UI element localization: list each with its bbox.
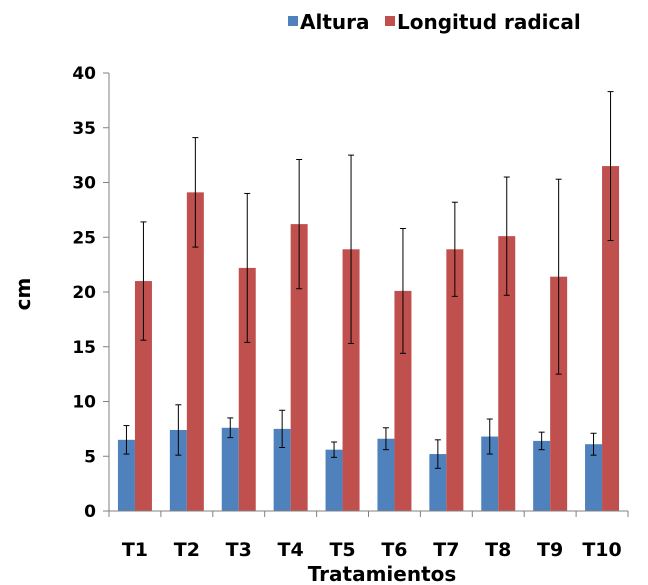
bar-altura: [273, 428, 291, 511]
bar-altura: [585, 444, 603, 511]
bar-altura: [117, 439, 135, 511]
bar-altura: [481, 436, 499, 511]
bar-longitud-radical: [394, 290, 412, 511]
legend: Altura Longitud radical: [288, 10, 581, 34]
y-tick-label: 25: [72, 228, 96, 248]
x-tick-label: T8: [485, 539, 511, 561]
bar-longitud-radical: [550, 276, 568, 511]
x-axis-ticks: T1 T2 T3 T4 T5 T6 T7 T8 T9 T10: [108, 511, 629, 561]
x-tick-label: T10: [582, 539, 621, 561]
legend-label-longitud-radical: Longitud radical: [397, 10, 581, 34]
x-tick-label: T3: [226, 539, 252, 561]
y-tick-label: 10: [72, 393, 96, 413]
legend-swatch-longitud-radical: [385, 16, 395, 26]
bar-longitud-radical: [134, 281, 152, 511]
y-tick-label: 15: [72, 338, 96, 358]
x-tick-label: T7: [433, 539, 459, 561]
y-tick-label: 0: [84, 502, 96, 522]
bar-longitud-radical: [342, 249, 360, 512]
bar-altura: [533, 440, 551, 511]
bar-altura: [325, 449, 343, 511]
y-tick-label: 30: [72, 174, 96, 194]
y-tick-label: 35: [72, 119, 96, 139]
x-tick-label: T5: [329, 539, 355, 561]
x-tick-label: T4: [278, 539, 304, 561]
bar-altura: [377, 438, 395, 511]
bar-altura: [221, 427, 239, 511]
x-tick-label: T1: [122, 539, 148, 561]
bar-longitud-radical: [290, 224, 308, 512]
y-axis-title: cm: [11, 278, 35, 311]
bar-longitud-radical: [498, 236, 516, 511]
bar-longitud-radical: [238, 267, 256, 511]
error-bars: [123, 91, 614, 469]
y-axis-ticks: 0 5 10 15 20 25 30 35 40: [72, 64, 109, 522]
x-axis-title: Tratamientos: [308, 562, 457, 585]
y-tick-label: 20: [72, 283, 96, 303]
bars: [117, 166, 620, 512]
x-tick-label: T6: [381, 539, 407, 561]
x-tick-label: T9: [537, 539, 563, 561]
bar-longitud-radical: [446, 249, 464, 512]
bar-longitud-radical: [602, 166, 620, 511]
x-tick-label: T2: [174, 539, 200, 561]
y-tick-label: 40: [72, 64, 96, 84]
bar-longitud-radical: [186, 192, 204, 512]
legend-swatch-altura: [288, 16, 298, 26]
legend-label-altura: Altura: [300, 10, 370, 34]
bar-altura: [169, 429, 187, 511]
y-tick-label: 5: [84, 447, 96, 467]
bar-altura: [429, 454, 447, 511]
